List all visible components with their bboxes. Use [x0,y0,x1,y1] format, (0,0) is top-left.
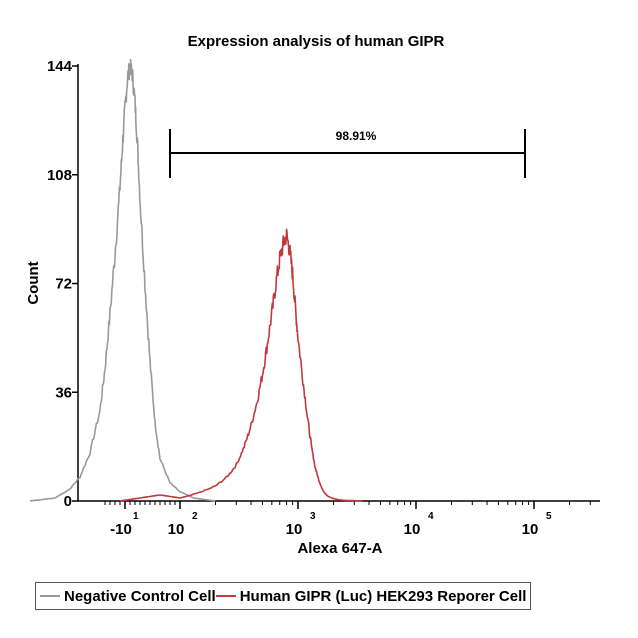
x-tick-group: -101 10 2 10 3 10 4 10 5 [104,501,591,538]
legend-label-negative-control: Negative Control Cell [64,587,216,605]
x-tick-label: 10 [522,521,539,538]
x-axis-label: Alexa 647-A [297,540,382,557]
gate-percent-label: 98.91% [336,129,377,143]
x-tick-label: 10 [286,521,303,538]
y-tick-label: 144 [47,58,73,75]
legend-label-gipr-reporter: Human GIPR (Luc) HEK293 Reporer Cell [239,587,527,605]
x-tick-exponent: 4 [428,511,434,522]
series-line-negative-control [29,58,216,502]
x-tick-label: 10 [404,521,421,538]
x-tick-exponent: 3 [310,511,316,522]
legend-swatch-gipr-reporter [215,595,236,597]
x-tick-exponent: 2 [192,511,198,522]
series-line-gipr-reporter [119,228,363,502]
y-tick-label: 36 [55,384,72,401]
legend-item-negative-control: Negative Control Cell [40,588,216,605]
chart-title: Expression analysis of human GIPR [188,33,445,50]
x-tick-exponent: 1 [133,511,139,522]
gate-marker: 98.91% [169,129,526,178]
legend: Negative Control Cell Human GIPR (Luc) H… [35,582,532,610]
series-layer [29,58,363,502]
y-axis-label: Count [25,261,42,304]
x-tick-label: 10 [168,521,185,538]
y-tick-group: 0 36 72 108 144 [47,58,78,510]
y-tick-label: 72 [55,276,72,293]
y-tick-label: 108 [47,167,72,184]
x-tick-exponent: 5 [546,511,552,522]
legend-item-gipr-reporter: Human GIPR (Luc) HEK293 Reporer Cell [215,587,527,605]
y-tick-label: 0 [64,493,72,510]
legend-swatch-negative-control [40,595,60,597]
x-tick-label: -10 [110,521,132,538]
